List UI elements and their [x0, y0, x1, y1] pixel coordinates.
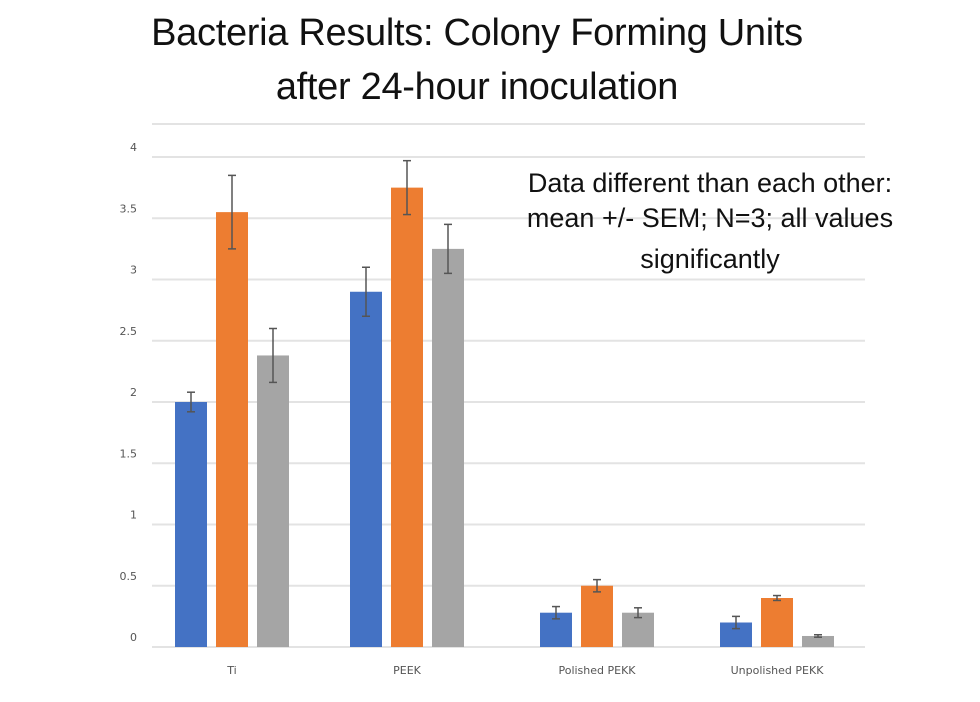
annotation-line-3: significantly	[640, 244, 780, 274]
x-axis-categories: Ti PEEK Polished PEKK Unpolished PEKK	[226, 664, 824, 677]
bars	[175, 187, 834, 647]
y-tick-label: 4	[130, 141, 137, 154]
bar	[216, 212, 248, 647]
y-tick-label: 1	[130, 509, 137, 522]
bar	[350, 291, 382, 647]
y-tick-label: 1.5	[120, 447, 138, 460]
y-tick-label: 0	[130, 631, 137, 644]
bar	[432, 248, 464, 647]
y-tick-label: 2	[130, 386, 137, 399]
y-tick-label: 2.5	[120, 325, 138, 338]
annotation-line-2: mean +/- SEM; N=3; all values	[526, 203, 894, 233]
x-category-label: Polished PEKK	[558, 664, 636, 677]
bar	[761, 598, 793, 647]
chart-title-line-1: Bacteria Results: Colony Forming Units	[151, 12, 803, 54]
bar	[802, 635, 834, 647]
y-axis-ticks: 0 0.5 1 1.5 2 2.5 3 3.5 4	[120, 141, 138, 644]
x-category-label: PEEK	[393, 664, 422, 677]
chart-title-line-2: after 24-hour inoculation	[275, 66, 679, 108]
bar	[581, 585, 613, 647]
error-bars	[187, 159, 822, 638]
y-tick-label: 3	[130, 264, 137, 277]
annotation-line-1: Data different than each other:	[527, 168, 893, 198]
bar	[175, 402, 207, 647]
bar	[257, 355, 289, 647]
y-tick-label: 3.5	[120, 202, 138, 215]
y-tick-label: 0.5	[120, 570, 138, 583]
bar	[622, 612, 654, 647]
x-category-label: Unpolished PEKK	[731, 664, 825, 677]
x-category-label: Ti	[226, 664, 236, 677]
bar	[391, 187, 423, 647]
